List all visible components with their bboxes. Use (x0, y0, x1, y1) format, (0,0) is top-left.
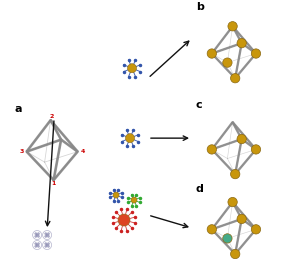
Circle shape (36, 244, 38, 246)
Circle shape (45, 245, 47, 247)
Circle shape (47, 233, 50, 235)
Circle shape (46, 244, 48, 246)
Circle shape (251, 145, 261, 154)
Circle shape (37, 233, 39, 235)
Circle shape (47, 245, 50, 247)
Circle shape (37, 245, 39, 247)
Circle shape (35, 243, 37, 245)
Circle shape (251, 225, 261, 234)
Circle shape (207, 145, 217, 154)
Circle shape (47, 235, 50, 238)
Circle shape (35, 235, 37, 238)
Circle shape (230, 74, 240, 83)
Text: 3: 3 (20, 149, 24, 154)
Circle shape (45, 233, 47, 235)
Circle shape (237, 214, 246, 224)
Text: a: a (14, 104, 22, 114)
Text: 4: 4 (80, 149, 85, 154)
Circle shape (223, 58, 232, 67)
Circle shape (223, 234, 232, 243)
Circle shape (46, 234, 48, 236)
Circle shape (35, 233, 37, 235)
Circle shape (37, 243, 39, 245)
Circle shape (35, 245, 37, 247)
Circle shape (126, 134, 134, 143)
Circle shape (45, 235, 47, 238)
Circle shape (36, 234, 38, 236)
Circle shape (118, 214, 130, 226)
Circle shape (237, 134, 246, 144)
Circle shape (207, 225, 217, 234)
Circle shape (237, 39, 246, 48)
Text: 1: 1 (52, 181, 56, 186)
Circle shape (37, 235, 39, 238)
Circle shape (251, 49, 261, 58)
Text: c: c (196, 100, 202, 110)
Circle shape (45, 243, 47, 245)
Text: 2: 2 (50, 114, 54, 119)
Circle shape (131, 197, 137, 203)
Circle shape (113, 192, 119, 198)
Text: d: d (196, 184, 204, 194)
Circle shape (230, 249, 240, 259)
Circle shape (230, 169, 240, 179)
Text: b: b (196, 2, 204, 12)
Circle shape (228, 197, 237, 207)
Circle shape (207, 49, 217, 58)
Circle shape (228, 21, 237, 31)
Circle shape (47, 243, 50, 245)
Circle shape (128, 64, 137, 73)
